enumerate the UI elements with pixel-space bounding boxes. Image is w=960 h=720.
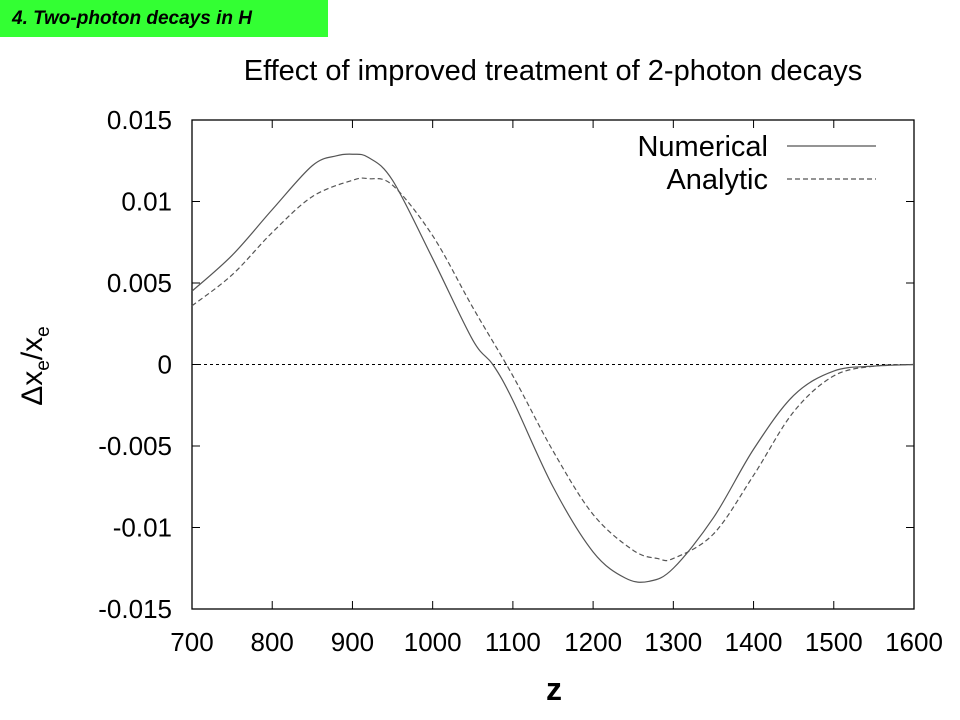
y-axis-label-delta-x: Δx: [16, 371, 49, 406]
x-tick-label: 1200: [564, 627, 622, 657]
chart-title: Effect of improved treatment of 2-photon…: [244, 55, 862, 87]
y-tick-label: 0: [158, 350, 172, 380]
series-line-numerical: [191, 153, 915, 583]
series-line-analytic: [191, 177, 915, 562]
axis-ticks: 700 800 900 1000 1100 1200 1300 1400 1500 1600 0.0…: [98, 105, 943, 657]
y-axis-label-sub1: e: [33, 360, 54, 371]
x-tick-label: 700: [170, 627, 213, 657]
y-tick-label: 0.015: [107, 105, 172, 135]
y-axis-label-slash-x: /x: [16, 337, 49, 360]
y-tick-label: -0.01: [113, 513, 172, 543]
y-tick-label: 0.005: [107, 268, 172, 298]
x-tick-label: 900: [331, 627, 374, 657]
x-axis-label: z: [546, 671, 562, 707]
y-axis-label: Δxe/xe: [16, 326, 54, 406]
legend-label-numerical: Numerical: [637, 131, 768, 163]
y-tick-label: -0.005: [98, 431, 172, 461]
x-tick-label: 1100: [485, 627, 541, 657]
x-tick-label: 1300: [644, 627, 702, 657]
y-tick-label: -0.015: [98, 594, 172, 624]
legend-label-analytic: Analytic: [666, 164, 768, 196]
x-tick-label: 1400: [725, 627, 783, 657]
x-tick-label: 800: [251, 627, 294, 657]
slide-badge: 4. Two-photon decays in H: [0, 0, 328, 37]
svg-text:Δxe/xe: Δxe/xe: [16, 326, 54, 406]
series-layer: [191, 153, 915, 583]
plot-area: [191, 119, 915, 610]
x-tick-label: 1500: [805, 627, 863, 657]
x-tick-label: 1600: [885, 627, 943, 657]
y-axis-label-sub2: e: [33, 326, 54, 337]
y-tick-label: 0.01: [121, 187, 172, 217]
x-tick-label: 1000: [404, 627, 462, 657]
